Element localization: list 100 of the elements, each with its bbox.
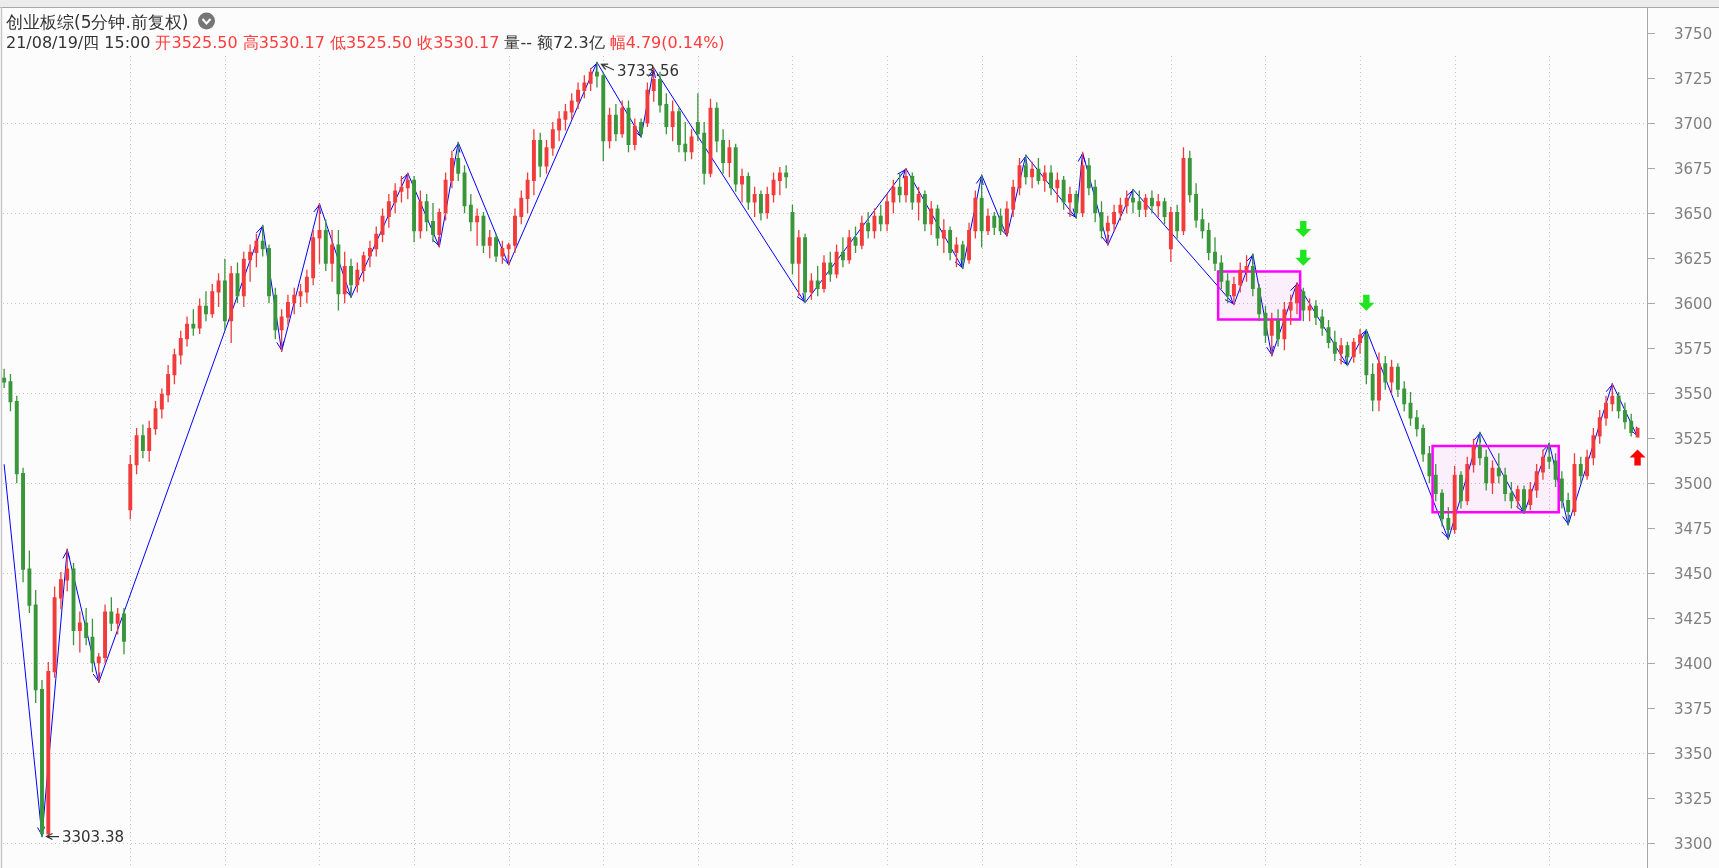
candlestick — [519, 190, 524, 225]
candlestick — [1446, 507, 1451, 541]
y-tick-label: 3325 — [1674, 789, 1713, 808]
candlestick — [1320, 309, 1325, 336]
candlestick — [632, 118, 637, 151]
candlestick — [998, 208, 1003, 235]
candlestick — [468, 194, 473, 232]
candlestick — [771, 172, 776, 203]
candlestick — [1414, 410, 1419, 437]
candlestick — [1068, 186, 1072, 217]
candlestick — [1042, 165, 1047, 192]
candlestick — [1433, 464, 1438, 502]
candlestick — [1231, 276, 1236, 306]
candlestick — [1105, 215, 1110, 246]
candlestick — [191, 309, 196, 336]
y-tick-label: 3575 — [1674, 339, 1713, 358]
point — [1358, 294, 1375, 311]
candlestick — [1023, 154, 1028, 185]
candlestick — [330, 230, 335, 282]
candlestick — [1244, 255, 1249, 282]
candlestick — [1055, 172, 1060, 203]
candlestick — [2, 368, 7, 388]
y-tick-label: 3475 — [1674, 519, 1713, 538]
candlestick — [878, 204, 883, 232]
candlestick — [506, 242, 511, 266]
candlestick — [40, 680, 44, 838]
y-tick-label: 3550 — [1674, 384, 1713, 403]
y-tick-label: 3425 — [1674, 609, 1713, 628]
candlestick — [286, 294, 290, 325]
candlestick — [254, 233, 259, 268]
candlestick — [367, 240, 372, 268]
candlestick — [941, 219, 946, 253]
candlestick — [1175, 204, 1180, 239]
candlestick — [361, 251, 366, 282]
candlestick — [765, 186, 770, 219]
candlestick — [683, 122, 688, 162]
candlestick — [1629, 413, 1634, 437]
candlestick — [84, 608, 89, 646]
candlestick — [336, 230, 341, 311]
candlestick — [1585, 449, 1590, 480]
y-tick-label: 3675 — [1674, 159, 1713, 178]
point — [1295, 249, 1312, 266]
candlestick — [311, 230, 316, 286]
candlestick — [525, 172, 530, 214]
candlestick — [128, 455, 133, 520]
candlestick — [323, 219, 328, 271]
candlestick — [1137, 190, 1142, 217]
candlestick — [960, 240, 965, 270]
candlestick — [317, 203, 322, 264]
candlestick — [90, 618, 95, 673]
candlestick — [948, 226, 953, 261]
candlestick — [1206, 222, 1211, 261]
candlestick — [475, 208, 480, 246]
candlestick — [267, 244, 271, 304]
candlestick — [973, 190, 978, 239]
chart-title: 创业板综(5分钟.前复权) — [6, 11, 189, 32]
point — [1629, 449, 1646, 466]
y-tick-label: 3625 — [1674, 249, 1713, 268]
candlestick — [582, 75, 587, 99]
candlestick — [557, 111, 562, 142]
candlestick — [1288, 294, 1293, 325]
candlestick — [487, 230, 492, 259]
candlestick — [1610, 383, 1615, 412]
candlestick — [752, 186, 757, 217]
candlestick — [412, 176, 417, 243]
candlestick — [27, 550, 32, 613]
candlestick — [342, 251, 347, 304]
candlestick — [733, 143, 738, 192]
candlestick — [1566, 492, 1571, 526]
candlestick — [550, 122, 555, 156]
annotation: 量-- 额72.3亿 — [504, 33, 605, 52]
candlestick — [815, 266, 820, 297]
candlestick — [1250, 253, 1255, 297]
candlestick — [834, 244, 839, 279]
candlestick — [418, 190, 423, 239]
candlestick — [65, 548, 70, 592]
candlestick — [1143, 194, 1148, 217]
y-tick-label: 3500 — [1674, 474, 1713, 493]
candlestick — [1194, 183, 1199, 228]
annotation: 开3525.50 高3530.17 低3525.50 收3530.17 — [155, 33, 500, 52]
candlestick — [1004, 201, 1009, 237]
candlestick — [891, 179, 896, 214]
candlestick — [992, 212, 997, 235]
candlestick — [229, 266, 234, 343]
candlestick — [96, 653, 101, 684]
candlestick — [109, 597, 114, 631]
candlestick — [1219, 255, 1224, 289]
annotation: 3303.38 — [61, 828, 125, 847]
candlestick — [14, 395, 19, 484]
candlestick — [1389, 359, 1394, 394]
candlestick — [1515, 485, 1520, 509]
candlestick — [304, 269, 309, 304]
candlestick — [1276, 309, 1281, 347]
candlestick — [727, 140, 732, 178]
candlestick — [292, 287, 297, 315]
candlestick — [1080, 151, 1085, 217]
candlestick — [513, 208, 517, 253]
candlestick — [1313, 300, 1318, 325]
candlestick — [1156, 194, 1161, 217]
candlestick — [588, 68, 593, 91]
